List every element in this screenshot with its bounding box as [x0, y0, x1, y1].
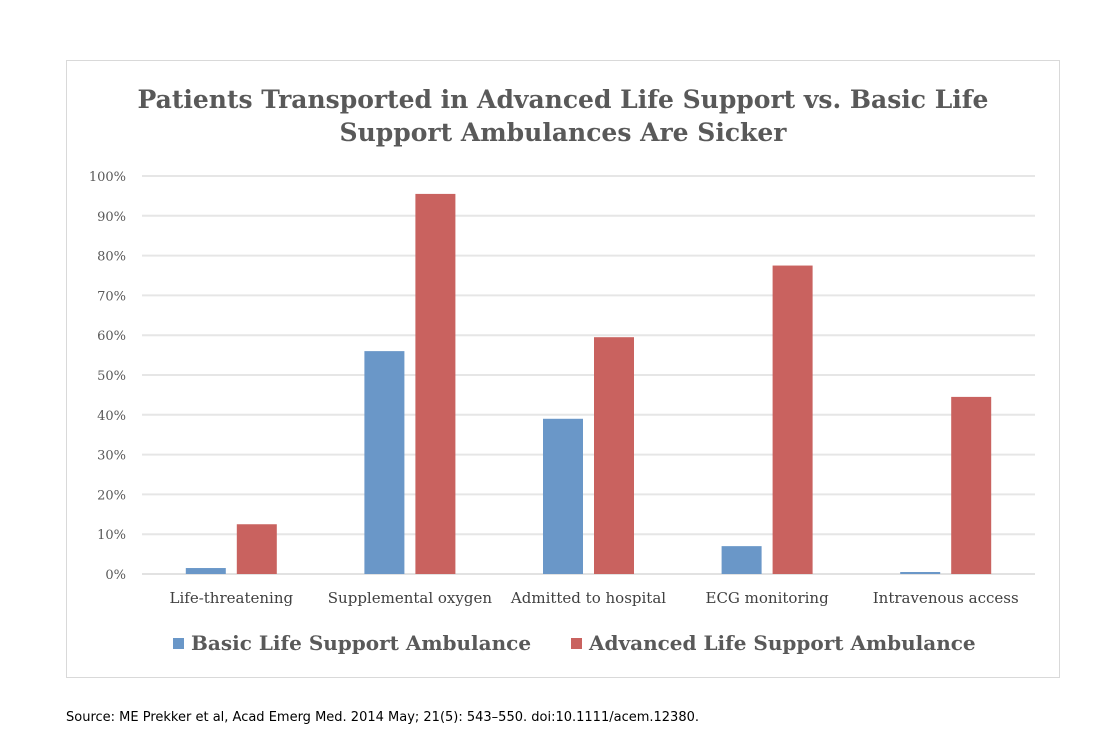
x-tick-label: Admitted to hospital: [510, 589, 666, 607]
bar-advanced-1: [415, 193, 456, 574]
y-tick-label: 60%: [97, 329, 126, 344]
x-tick-label: Life-threatening: [170, 589, 294, 607]
bar-basic-1: [364, 351, 405, 574]
y-tick-label: 70%: [97, 289, 126, 304]
chart-area: Patients Transported in Advanced Life Su…: [66, 60, 1060, 678]
bar-advanced-4: [951, 396, 992, 574]
x-tick-label: Intravenous access: [873, 589, 1019, 607]
chart-title: Patients Transported in Advanced Life Su…: [67, 83, 1059, 149]
legend-item-advanced: Advanced Life Support Ambulance: [571, 631, 976, 655]
y-tick-label: 0%: [105, 568, 126, 583]
chart-title-line-1: Patients Transported in Advanced Life Su…: [137, 85, 989, 114]
bar-basic-4: [900, 572, 941, 574]
bar-basic-2: [543, 418, 583, 574]
bar-basic-3: [721, 546, 762, 574]
bar-advanced-2: [594, 337, 634, 574]
legend-swatch-advanced: [571, 637, 582, 649]
y-tick-label: 20%: [97, 488, 126, 503]
y-tick-label: 10%: [97, 528, 126, 543]
source-note: Source: ME Prekker et al, Acad Emerg Med…: [66, 710, 699, 725]
x-tick-label: ECG monitoring: [706, 589, 830, 607]
bar-advanced-0: [236, 524, 277, 574]
y-tick-label: 40%: [97, 409, 126, 424]
plot-area: 0% 10% 20% 30% 40% 50% 60% 70% 80% 90% 100% Life-th…: [89, 170, 1035, 607]
y-tick-label: 100%: [89, 170, 126, 185]
legend-label-basic: Basic Life Support Ambulance: [191, 631, 532, 655]
y-tick-label: 90%: [97, 210, 126, 225]
bar-basic-0: [185, 568, 226, 574]
legend: Basic Life Support Ambulance Advanced Li…: [67, 631, 1059, 661]
bar-advanced-3: [772, 265, 813, 574]
chart-title-line-2: Support Ambulances Are Sicker: [339, 118, 787, 147]
x-tick-label: Supplemental oxygen: [328, 589, 493, 607]
y-tick-label: 30%: [97, 449, 126, 464]
y-tick-label: 50%: [97, 369, 126, 384]
legend-item-basic: Basic Life Support Ambulance: [173, 631, 531, 655]
legend-swatch-basic: [173, 637, 184, 649]
legend-label-advanced: Advanced Life Support Ambulance: [589, 631, 976, 655]
y-tick-label: 80%: [97, 250, 126, 265]
